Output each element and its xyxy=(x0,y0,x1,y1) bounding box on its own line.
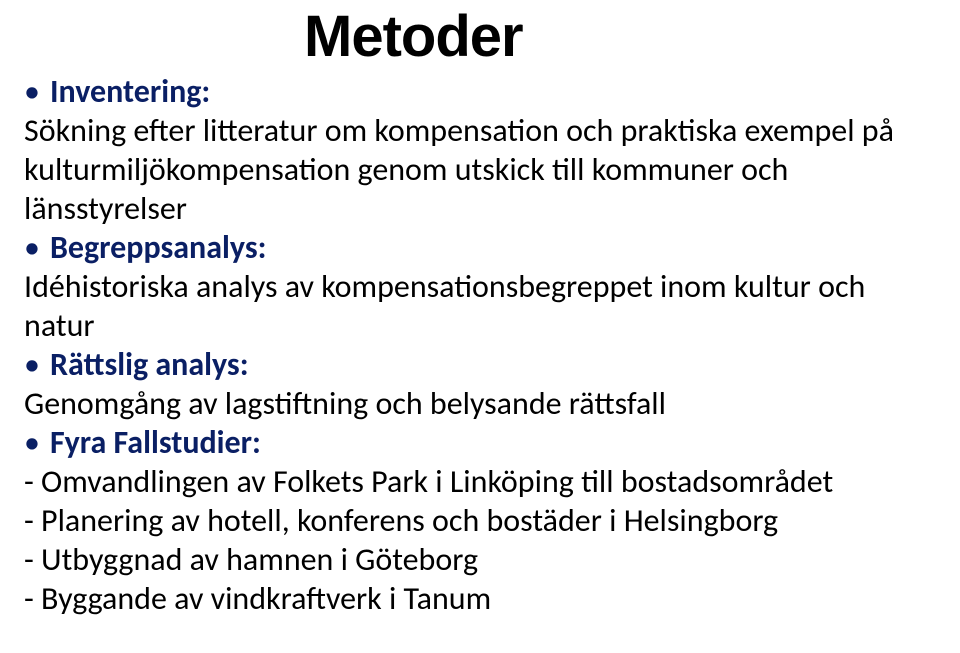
bullet-fallstudier: • Fyra Fallstudier: xyxy=(24,423,936,462)
subitem: - Omvandlingen av Folkets Park i Linköpi… xyxy=(24,462,936,501)
subitem: - Byggande av vindkraftverk i Tanum xyxy=(24,579,936,618)
bullet-begreppsanalys: • Begreppsanalys: xyxy=(24,228,936,267)
bullet-text: Genomgång av lagstiftning och belysande … xyxy=(24,384,936,423)
bullet-text: Sökning efter litteratur om kompensation… xyxy=(24,111,936,228)
bullet-dot-icon: • xyxy=(24,72,40,111)
subitem: - Utbyggnad av hamnen i Göteborg xyxy=(24,540,936,579)
bullet-inventering: • Inventering: xyxy=(24,72,936,111)
bullet-label: Inventering: xyxy=(50,72,210,111)
bullet-label: Begreppsanalys: xyxy=(50,228,266,267)
bullet-rattslig: • Rättslig analys: xyxy=(24,345,936,384)
bullet-text: Idéhistoriska analys av kompensationsbeg… xyxy=(24,267,936,345)
bullet-label: Rättslig analys: xyxy=(50,345,249,384)
slide-body: • Inventering: Sökning efter litteratur … xyxy=(24,72,936,618)
bullet-label: Fyra Fallstudier: xyxy=(50,423,261,462)
bullet-dot-icon: • xyxy=(24,345,40,384)
slide: Metoder • Inventering: Sökning efter lit… xyxy=(0,0,960,653)
subitem: - Planering av hotell, konferens och bos… xyxy=(24,501,936,540)
bullet-dot-icon: • xyxy=(24,423,40,462)
bullet-dot-icon: • xyxy=(24,228,40,267)
slide-title: Metoder xyxy=(304,8,936,66)
